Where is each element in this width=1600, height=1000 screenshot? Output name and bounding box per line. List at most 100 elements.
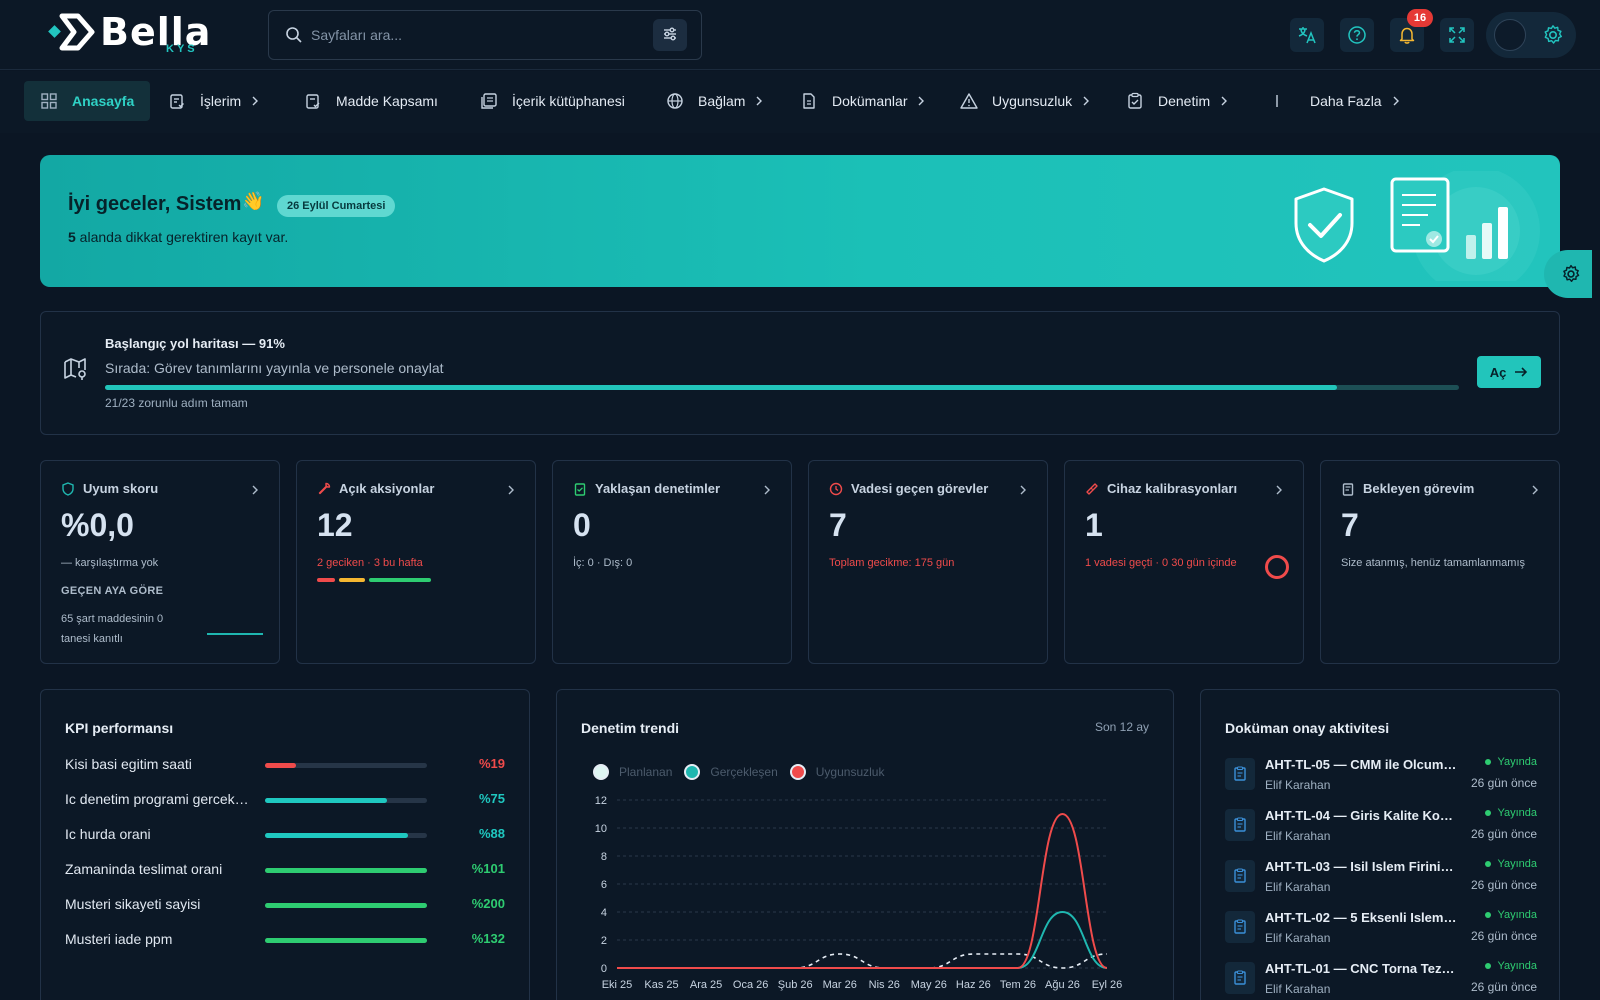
doc-list-item[interactable]: AHT-TL-03 — Isil Islem Firini Talimati El… [1225,856,1537,900]
top-bar: Bella KYS [0,0,1600,70]
x-tick-label: Tem 26 [1000,979,1036,991]
translate-icon [1298,27,1316,44]
legend-item-actual[interactable]: Gerçekleşen [684,764,778,780]
kpi-percent: %200 [471,896,505,911]
x-tick-label: Eki 25 [602,979,633,991]
gear-icon[interactable] [1542,24,1564,46]
fullscreen-button[interactable] [1440,18,1474,52]
y-tick-label: 8 [601,851,607,863]
doc-author: Elif Karahan [1265,931,1331,945]
doc-author: Elif Karahan [1265,778,1331,792]
nav-item-denetim[interactable]: Denetim [1126,81,1228,121]
doc-time: 26 gün önce [1470,776,1537,790]
kpi-progress-fill [265,938,427,943]
card-title: Vadesi geçen görevler [851,481,989,496]
doc-title[interactable]: AHT-TL-04 — Giris Kalite Kontrol Talimat… [1265,808,1457,823]
user-menu[interactable] [1486,12,1576,58]
globe-icon [667,93,683,109]
chevron-right-icon [1020,485,1026,495]
shield-icon [62,481,74,496]
period-selector[interactable]: Son 12 ay [1094,720,1149,734]
status-badge: Yayında [1485,807,1537,819]
clipboard-check-icon [306,94,320,109]
doc-time: 26 gün önce [1470,827,1537,841]
doc-title[interactable]: AHT-TL-01 — CNC Torna Tezgahi Talimati [1265,961,1457,976]
nav-label: İçerik kütüphanesi [512,93,625,109]
map-icon [64,358,86,380]
status-badge: Yayında [1485,756,1537,768]
kpi-row[interactable]: Zamaninda teslimat orani %101 [65,859,505,879]
card-header: Uyum skoru [61,481,158,496]
kpi-row[interactable]: Musteri sikayeti sayisi %200 [65,894,505,914]
x-tick-label: Ara 25 [690,979,722,991]
doc-list-item[interactable]: AHT-TL-05 — CMM ile Olcum Talimati Elif K… [1225,754,1537,798]
card-note: Toplam gecikme: 175 gün [829,557,955,569]
card-note: 1 vadesi geçti · 0 30 gün içinde [1085,557,1237,569]
status-label: Yayında [1497,756,1537,768]
kpi-row[interactable]: Ic hurda orani %88 [65,824,505,844]
settings-drawer-button[interactable] [1544,250,1592,298]
open-roadmap-button[interactable]: Aç [1477,356,1541,388]
bell-icon [1399,27,1415,44]
device-calibration-card[interactable]: Cihaz kalibrasyonları 1 1 vadesi geçti ·… [1064,460,1304,664]
kpi-progress-bar [265,903,427,908]
status-label: Yayında [1497,909,1537,921]
legend-label: Uygunsuzluk [815,765,885,779]
audit-trend-panel: Denetim trendi Son 12 ay Planlanan Gerçe… [556,689,1174,1000]
nav-item-islerim[interactable]: İşlerim [168,81,259,121]
chevron-right-icon [764,485,770,495]
nav-item-madde-kapsami[interactable]: Madde Kapsamı [304,81,438,121]
kpi-row[interactable]: Kisi basi egitim saati %19 [65,754,505,774]
kpi-row[interactable]: Ic denetim programi gerceklesme orani %75 [65,789,505,809]
doc-title[interactable]: AHT-TL-05 — CMM ile Olcum Talimati [1265,757,1457,772]
upcoming-audits-card[interactable]: Yaklaşan denetimler 0 İç: 0 · Dış: 0 [552,460,792,664]
card-value: 1 [1085,507,1103,543]
legend-item-planned[interactable]: Planlanan [593,764,672,780]
y-tick-label: 6 [601,879,607,891]
logo-mark-icon [48,13,95,51]
doc-list-item[interactable]: AHT-TL-04 — Giris Kalite Kontrol Talimat… [1225,805,1537,849]
chevron-right-icon [756,96,763,106]
kpi-row[interactable]: Musteri iade ppm %132 [65,929,505,949]
nav-item-icerik-kutuphanesi[interactable]: İçerik kütüphanesi [480,81,625,121]
nav-item-daha-fazla[interactable]: Daha Fazla [1268,81,1400,121]
nav-item-uygunsuzluk[interactable]: Uygunsuzluk [960,81,1090,121]
open-actions-card[interactable]: Açık aksiyonlar 12 2 geciken · 3 bu haft… [296,460,536,664]
nonconformity-series-line [617,812,1108,969]
card-value: 12 [317,507,353,543]
nav-item-baglam[interactable]: Bağlam [666,81,763,121]
compliance-score-card[interactable]: Uyum skoru %0,0 — karşılaştırma yok GEÇE… [40,460,280,664]
nav-label: Dokümanlar [832,93,908,109]
doc-title[interactable]: AHT-TL-03 — Isil Islem Firini Talimati [1265,859,1457,874]
kpi-progress-bar [265,833,427,838]
nav-item-dokumanlar[interactable]: Dokümanlar [800,81,925,121]
attention-count: 5 [68,229,76,245]
card-header: Bekleyen görevim [1341,481,1474,496]
x-tick-label: Şub 26 [778,979,813,991]
card-value: 7 [1341,507,1359,543]
doc-list-item[interactable]: AHT-TL-01 — CNC Torna Tezgahi Talimati El… [1225,958,1537,1000]
doc-title[interactable]: AHT-TL-02 — 5 Eksenli Islem Merkezi [1265,910,1457,925]
nav-item-anasayfa[interactable]: Anasayfa [24,81,151,121]
status-dot [1485,912,1492,918]
doc-list-item[interactable]: AHT-TL-02 — 5 Eksenli Islem Merkezi Elif … [1225,907,1537,951]
pending-tasks-card[interactable]: Bekleyen görevim 7 Size atanmış, henüz t… [1320,460,1560,664]
legend-item-nonconformity[interactable]: Uygunsuzluk [789,764,885,780]
date-chip: 26 Eylül Cumartesi [277,195,396,217]
logo[interactable]: Bella KYS [48,10,218,56]
chevron-right-icon [252,485,258,495]
clipboard-icon [170,94,184,109]
card-value: %0,0 [61,507,134,543]
card-detail: 65 şart maddesinin 0 tanesi kanıtlı [61,613,164,645]
overdue-tasks-card[interactable]: Vadesi geçen görevler 7 Toplam gecikme: … [808,460,1048,664]
kpi-progress-bar [265,763,427,768]
avatar[interactable] [1494,19,1526,51]
kpi-progress-bar [265,798,427,803]
kpi-progress-fill [265,903,427,908]
sliders-icon [664,27,676,40]
help-button[interactable] [1340,18,1374,52]
search-input[interactable] [311,23,641,47]
translate-button[interactable] [1290,18,1324,52]
filter-button[interactable] [653,19,687,51]
card-caption: GEÇEN AYA GÖRE [61,585,164,597]
